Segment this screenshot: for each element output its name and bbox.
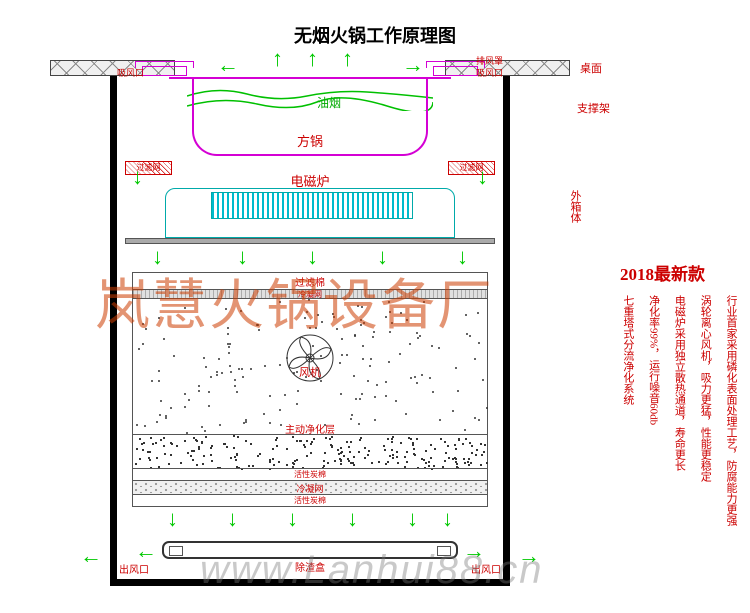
label-outerbox: 外箱体 (567, 190, 583, 223)
feature-line: 涡轮离心风机，吸力更猛，性能更稳定 (694, 295, 714, 555)
label-carbon-1: 活性炭棉 (117, 469, 503, 480)
label-carbon-2: 活性炭棉 (117, 495, 503, 506)
arrow-down-icon: ↓ (152, 246, 163, 268)
feature-line: 电磁炉采用独立散热通道，寿命更长 (669, 295, 689, 555)
vent-cap-left (142, 66, 187, 76)
features-block: 2018最新款 行业首家采用磷化表面处理工艺，防腐能力更强 涡轮离心风机，吸力更… (620, 260, 740, 555)
feature-line: 七重塔式分流净化系统 (617, 295, 637, 555)
vent-cap-right (433, 66, 478, 76)
purify-dots (133, 435, 487, 468)
label-filter-cotton: 过滤棉 (117, 274, 503, 289)
feature-line: 行业首家采用磷化表面处理工艺，防腐能力更强 (720, 295, 740, 555)
stove-base (125, 238, 495, 244)
arrow-down-icon: ↓ (377, 246, 388, 268)
arrow-down-icon: ↓ (407, 508, 418, 530)
fan-chamber: 风机 (132, 298, 488, 435)
arrow-down-icon: ↓ (307, 246, 318, 268)
label-vent-right: 吸风口 (476, 66, 503, 79)
label-pot: 方锅 (117, 131, 503, 150)
stove-grill-icon (211, 192, 413, 219)
arrow-down-icon: ↓ (237, 246, 248, 268)
arrow-down-icon: ↓ (442, 508, 453, 530)
arrow-down-icon: ↓ (227, 508, 238, 530)
arrow-down-icon: ↓ (457, 246, 468, 268)
feature-line: 净化率99%，运行噪音60db (643, 295, 663, 555)
arrow-down-icon: ↓ (167, 508, 178, 530)
arrow-down-icon: ↓ (347, 508, 358, 530)
label-tabletop: 桌面 (580, 60, 602, 76)
purify-layer (132, 434, 488, 469)
label-outlet-left: 出风口 (119, 561, 149, 576)
label-support: 支撑架 (577, 100, 610, 116)
outer-box: 吸风口 排风罩 吸风口 油烟 方锅 过滤网 过滤网 电磁炉 过滤棉 冷凝网 (110, 76, 510, 586)
label-vent-left: 吸风口 (117, 66, 144, 79)
label-fan: 风机 (133, 364, 487, 380)
arrow-left-icon: ← (80, 545, 102, 567)
url-watermark: www.Lanhui88.cn (200, 548, 544, 593)
features-columns: 行业首家采用磷化表面处理工艺，防腐能力更强 涡轮离心风机，吸力更猛，性能更稳定 … (620, 295, 740, 555)
page-title: 无烟火锅工作原理图 (0, 22, 750, 48)
arrow-down-icon: ↓ (287, 508, 298, 530)
diagram-canvas: 桌面 支撑架 外箱体 吸风口 排风罩 吸风口 油烟 方锅 过滤网 过滤网 电磁炉… (50, 60, 570, 590)
features-title: 2018最新款 (620, 260, 740, 285)
stove (165, 188, 455, 238)
